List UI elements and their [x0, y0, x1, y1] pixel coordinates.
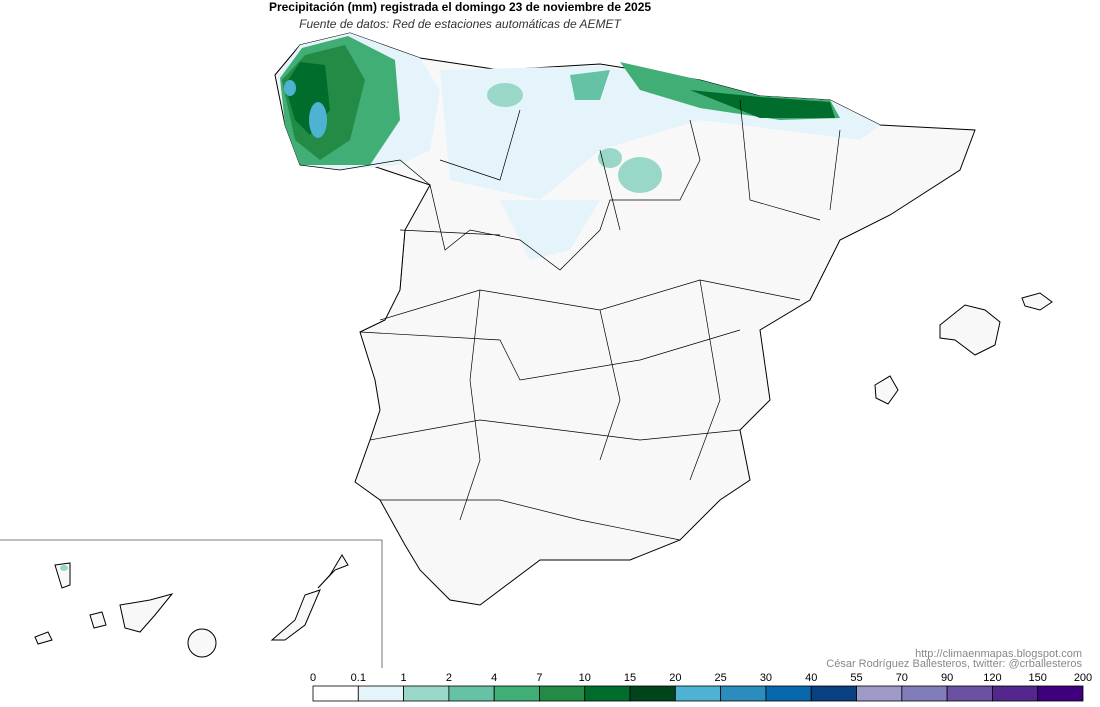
- canary-inset: [0, 539, 383, 668]
- colorbar-bin: [539, 685, 586, 702]
- colorbar-tick-label: 0: [310, 672, 316, 684]
- ibiza: [874, 375, 899, 405]
- colorbar-tick-label: 10: [579, 672, 591, 684]
- colorbar-bin: [493, 685, 540, 702]
- menorca: [1021, 292, 1053, 311]
- credit-url: http://climaenmapas.blogspot.com: [915, 648, 1082, 660]
- colorbar-bin: [810, 685, 857, 702]
- colorbar-tick-label: 200: [1074, 672, 1092, 684]
- colorbar-tick-label: 55: [850, 672, 862, 684]
- colorbar-tick-label: 150: [1029, 672, 1047, 684]
- colorbar-tick-label: 1: [401, 672, 407, 684]
- colorbar-tick-label: 40: [805, 672, 817, 684]
- colorbar: 0 0.1 1 2 4 7 10 15 20 25 30 40 55 70 90 120 150 200: [310, 672, 1092, 702]
- colorbar-bin: [946, 685, 993, 702]
- colorbar-tick-label: 25: [715, 672, 727, 684]
- colorbar-tick-label: 30: [760, 672, 772, 684]
- colorbar-tick-label: 15: [624, 672, 636, 684]
- portugal-border: [299, 159, 431, 333]
- colorbar-tick-label: 90: [941, 672, 953, 684]
- colorbar-tick-label: 20: [669, 672, 681, 684]
- colorbar-tick-label: 70: [896, 672, 908, 684]
- colorbar-tick-label: 2: [446, 672, 452, 684]
- balearic-islands: [874, 292, 1053, 405]
- colorbar-bin: [584, 685, 631, 702]
- mallorca: [939, 304, 1001, 356]
- colorbar-bin: [674, 685, 722, 702]
- peninsula: [274, 32, 976, 606]
- colorbar-bin: [720, 685, 767, 702]
- colorbar-tick-label: 7: [536, 672, 542, 684]
- colorbar-bin: [629, 685, 676, 702]
- map-subtitle: Fuente de datos: Red de estaciones autom…: [299, 17, 622, 31]
- colorbar-bin: [403, 685, 450, 702]
- colorbar-bin: [448, 685, 495, 702]
- colorbar-tick-label: 4: [491, 672, 497, 684]
- borders: [359, 99, 841, 541]
- colorbar-tick-label: 0.1: [351, 672, 366, 684]
- colorbar-bin: [1037, 685, 1084, 702]
- colorbar-tick-label: 120: [983, 672, 1001, 684]
- credit-author: César Rodríguez Ballesteros, twitter: @c…: [826, 658, 1082, 670]
- colorbar-bin: [901, 685, 948, 702]
- colorbar-bin: [765, 685, 812, 702]
- colorbar-bin: [856, 685, 903, 702]
- precip-areas: [278, 33, 880, 260]
- colorbar-bin: [357, 685, 404, 702]
- colorbar-bin: [992, 685, 1039, 702]
- map-title: Precipitación (mm) registrada el domingo…: [269, 0, 651, 14]
- colorbar-bin: [312, 685, 359, 702]
